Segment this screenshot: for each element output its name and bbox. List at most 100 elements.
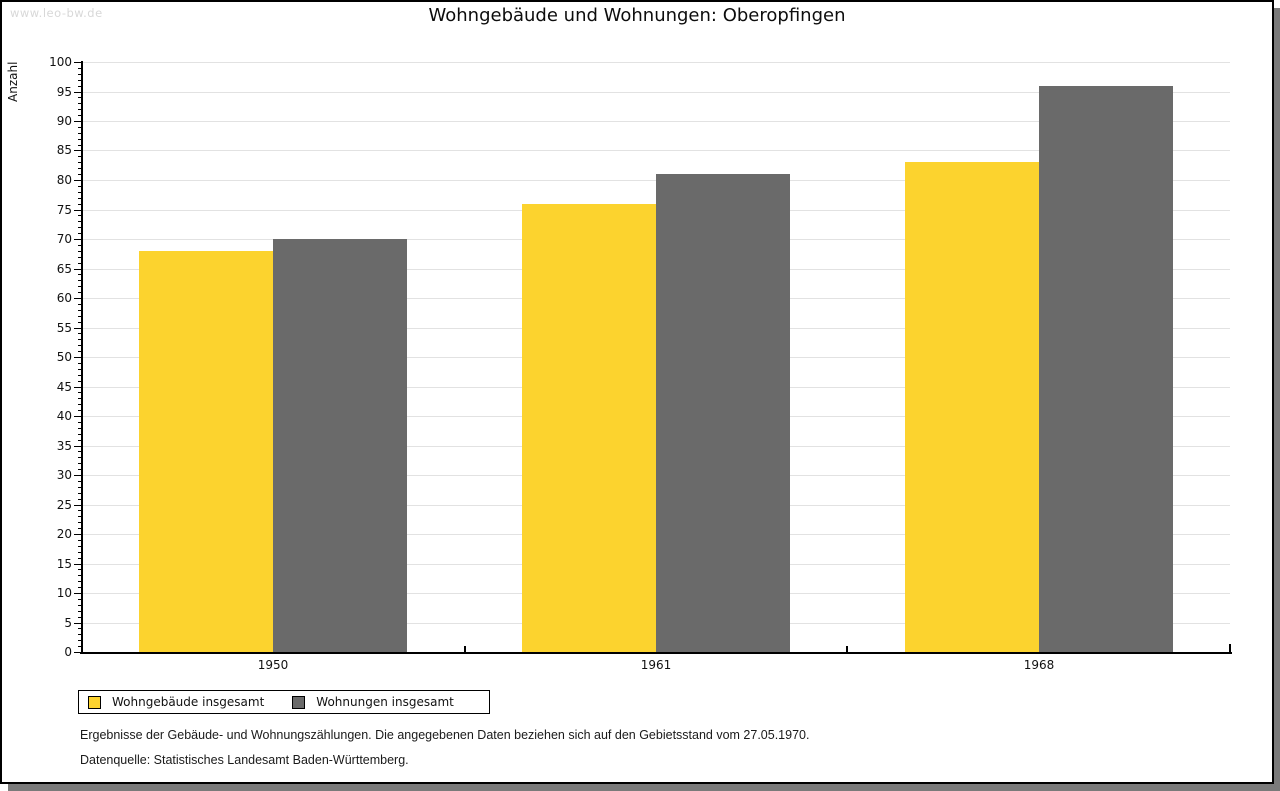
y-tick-minor: [78, 646, 82, 647]
y-tick-minor: [78, 133, 82, 134]
y-tick-label: 40: [56, 409, 72, 423]
x-category-label: 1950: [257, 658, 289, 672]
y-tick-label: 30: [56, 468, 72, 482]
y-tick-minor: [78, 68, 82, 69]
y-tick-minor: [78, 611, 82, 612]
y-tick-minor: [78, 392, 82, 393]
y-tick-label: 90: [56, 114, 72, 128]
gridline: [82, 62, 1230, 63]
x-axis-end-tick: [1229, 644, 1231, 652]
y-tick-label: 45: [56, 380, 72, 394]
chart-legend: Wohngebäude insgesamt Wohnungen insgesam…: [78, 690, 490, 714]
y-tick-major: [74, 239, 82, 240]
window-shadow-right: [1274, 8, 1280, 790]
y-tick-minor: [78, 274, 82, 275]
y-tick-minor: [78, 156, 82, 157]
y-tick-minor: [78, 410, 82, 411]
y-tick-minor: [78, 145, 82, 146]
y-tick-minor: [78, 575, 82, 576]
y-tick-minor: [78, 540, 82, 541]
y-tick-minor: [78, 263, 82, 264]
y-tick-major: [74, 210, 82, 211]
y-tick-minor: [78, 286, 82, 287]
y-tick-minor: [78, 257, 82, 258]
y-tick-minor: [78, 422, 82, 423]
y-tick-minor: [78, 451, 82, 452]
y-tick-label: 60: [56, 291, 72, 305]
chart-title: Wohngebäude und Wohnungen: Oberopfingen: [428, 5, 846, 26]
y-tick-label: 15: [56, 557, 72, 571]
y-tick-label: 70: [56, 232, 72, 246]
y-tick-minor: [78, 510, 82, 511]
x-category-label: 1968: [1023, 658, 1055, 672]
y-tick-minor: [78, 457, 82, 458]
y-tick-label: 55: [56, 321, 72, 335]
bar-1961-series1: [656, 174, 790, 652]
y-tick-major: [74, 269, 82, 270]
legend-item-wohngebaeude: Wohngebäude insgesamt: [88, 695, 264, 709]
y-tick-minor: [78, 363, 82, 364]
y-tick-minor: [78, 375, 82, 376]
y-tick-minor: [78, 381, 82, 382]
y-tick-label: 20: [56, 527, 72, 541]
window-shadow-bottom: [8, 784, 1280, 791]
y-tick-major: [74, 180, 82, 181]
legend-item-wohnungen: Wohnungen insgesamt: [292, 695, 454, 709]
y-tick-label: 35: [56, 439, 72, 453]
y-tick-minor: [78, 552, 82, 553]
y-tick-minor: [78, 280, 82, 281]
y-tick-minor: [78, 499, 82, 500]
y-tick-minor: [78, 227, 82, 228]
y-tick-minor: [78, 304, 82, 305]
x-axis-line: [80, 652, 1232, 654]
bar-1968-series0: [905, 162, 1039, 652]
y-tick-major: [74, 652, 82, 653]
category-separator-tick: [846, 646, 848, 652]
y-tick-minor: [78, 546, 82, 547]
y-tick-major: [74, 150, 82, 151]
y-tick-major: [74, 534, 82, 535]
y-tick-major: [74, 92, 82, 93]
y-tick-minor: [78, 404, 82, 405]
y-tick-major: [74, 357, 82, 358]
y-tick-minor: [78, 469, 82, 470]
category-separator-tick: [464, 646, 466, 652]
y-tick-minor: [78, 215, 82, 216]
y-tick-minor: [78, 463, 82, 464]
y-tick-minor: [78, 245, 82, 246]
y-tick-minor: [78, 587, 82, 588]
y-tick-minor: [78, 339, 82, 340]
gridline: [82, 150, 1230, 151]
y-tick-minor: [78, 174, 82, 175]
y-tick-major: [74, 387, 82, 388]
y-tick-label: 95: [56, 85, 72, 99]
y-tick-minor: [78, 634, 82, 635]
y-tick-minor: [78, 522, 82, 523]
legend-swatch-yellow: [88, 695, 101, 709]
y-tick-minor: [78, 440, 82, 441]
y-tick-minor: [78, 345, 82, 346]
y-tick-minor: [78, 640, 82, 641]
y-tick-major: [74, 505, 82, 506]
footnote-gebietsstand: Ergebnisse der Gebäude- und Wohnungszähl…: [80, 728, 810, 742]
y-tick-minor: [78, 80, 82, 81]
bar-1950-series1: [273, 239, 407, 652]
y-tick-minor: [78, 487, 82, 488]
y-tick-minor: [78, 617, 82, 618]
y-tick-label: 25: [56, 498, 72, 512]
bar-1968-series1: [1039, 86, 1173, 652]
y-tick-label: 0: [64, 645, 72, 659]
y-tick-minor: [78, 103, 82, 104]
y-tick-minor: [78, 322, 82, 323]
bar-1950-series0: [139, 251, 273, 652]
y-tick-minor: [78, 369, 82, 370]
y-tick-minor: [78, 351, 82, 352]
y-tick-minor: [78, 316, 82, 317]
y-tick-minor: [78, 186, 82, 187]
y-tick-major: [74, 62, 82, 63]
y-tick-minor: [78, 481, 82, 482]
y-tick-minor: [78, 109, 82, 110]
watermark-text: www.leo-bw.de: [10, 6, 103, 20]
y-tick-minor: [78, 74, 82, 75]
y-tick-minor: [78, 605, 82, 606]
